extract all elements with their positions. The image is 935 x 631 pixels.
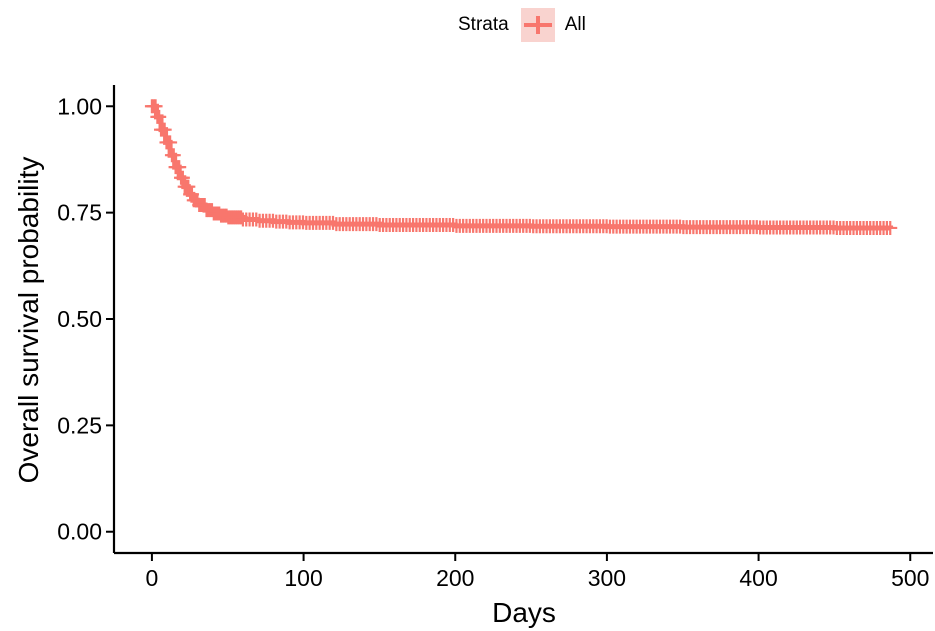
censor-mark <box>326 215 341 230</box>
axes-layer: 0 100 200 300 400 500 0.00 0.25 0.50 0.75 1.00 <box>57 85 933 591</box>
y-axis-label: Overall survival probability <box>13 157 44 484</box>
y-tick-label: 0.50 <box>57 306 102 332</box>
x-tick-label: 500 <box>891 565 929 591</box>
y-tick-label: 0.25 <box>57 412 102 438</box>
x-axis-label: Days <box>492 597 556 628</box>
legend-title: Strata <box>458 14 509 35</box>
x-tick-label: 100 <box>284 565 322 591</box>
censor-mark <box>249 212 264 227</box>
y-tick-label: 0.75 <box>57 200 102 226</box>
legend-key-censor-mark <box>535 16 540 34</box>
legend-label-all: All <box>564 14 586 35</box>
censor-mark <box>152 109 167 124</box>
censor-mark <box>166 148 181 163</box>
x-tick-label: 400 <box>739 565 777 591</box>
censor-mark <box>883 220 898 235</box>
censor-mark <box>172 160 187 175</box>
censor-mark <box>175 170 190 185</box>
x-tick-label: 0 <box>146 565 159 591</box>
censor-mark <box>163 135 178 150</box>
x-tick-label: 200 <box>436 565 474 591</box>
censor-mark <box>181 179 196 194</box>
legend-key-all <box>520 8 555 42</box>
y-tick-label: 0.00 <box>57 519 102 545</box>
censor-mark <box>148 99 163 114</box>
censor-marks-layer <box>144 99 898 235</box>
x-tick-label: 300 <box>588 565 626 591</box>
y-tick-label: 1.00 <box>57 93 102 119</box>
censor-mark <box>157 122 172 137</box>
curve-layer <box>151 103 894 231</box>
legend: Strata All <box>458 8 586 42</box>
survival-curve <box>151 103 894 231</box>
